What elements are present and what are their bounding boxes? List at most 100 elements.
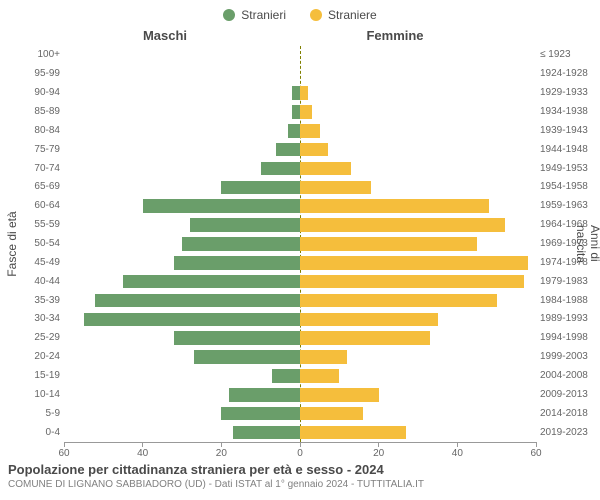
bar-male-7 bbox=[221, 181, 300, 195]
bar-female-12 bbox=[300, 275, 524, 289]
x-tick-label-0: 60 bbox=[58, 448, 69, 459]
legend-label-0: Stranieri bbox=[241, 8, 286, 22]
birth-label-10: 1969-1973 bbox=[540, 238, 588, 249]
bar-female-19 bbox=[300, 407, 363, 421]
x-tick-label-1: 40 bbox=[137, 448, 148, 459]
birth-label-20: 2019-2023 bbox=[540, 427, 588, 438]
bar-female-13 bbox=[300, 294, 497, 308]
bar-female-15 bbox=[300, 331, 430, 345]
x-tick-2 bbox=[221, 442, 222, 447]
bar-male-14 bbox=[84, 313, 300, 327]
age-label-7: 65-69 bbox=[34, 181, 60, 192]
header-femmine: Femmine bbox=[366, 28, 423, 43]
birth-label-0: ≤ 1923 bbox=[540, 49, 571, 60]
birth-label-8: 1959-1963 bbox=[540, 200, 588, 211]
birth-label-12: 1979-1983 bbox=[540, 276, 588, 287]
legend-swatch-1 bbox=[310, 9, 322, 21]
footer: Popolazione per cittadinanza straniera p… bbox=[8, 462, 424, 490]
age-label-4: 80-84 bbox=[34, 125, 60, 136]
birth-label-14: 1989-1993 bbox=[540, 313, 588, 324]
age-label-19: 5-9 bbox=[46, 408, 60, 419]
age-label-3: 85-89 bbox=[34, 106, 60, 117]
bar-male-4 bbox=[288, 124, 300, 138]
birth-label-15: 1994-1998 bbox=[540, 332, 588, 343]
bar-male-13 bbox=[95, 294, 300, 308]
legend-swatch-0 bbox=[223, 9, 235, 21]
x-tick-4 bbox=[378, 442, 379, 447]
bar-male-11 bbox=[174, 256, 300, 270]
age-label-10: 50-54 bbox=[34, 238, 60, 249]
birth-label-1: 1924-1928 bbox=[540, 68, 588, 79]
bar-male-3 bbox=[292, 105, 300, 119]
age-label-9: 55-59 bbox=[34, 219, 60, 230]
age-label-15: 25-29 bbox=[34, 332, 60, 343]
age-label-12: 40-44 bbox=[34, 276, 60, 287]
bar-male-10 bbox=[182, 237, 300, 251]
bar-female-18 bbox=[300, 388, 379, 402]
birth-label-5: 1944-1948 bbox=[540, 144, 588, 155]
bar-female-9 bbox=[300, 218, 505, 232]
x-tick-label-5: 40 bbox=[452, 448, 463, 459]
x-tick-label-2: 20 bbox=[216, 448, 227, 459]
age-label-1: 95-99 bbox=[34, 68, 60, 79]
age-label-0: 100+ bbox=[37, 49, 60, 60]
bar-female-16 bbox=[300, 350, 347, 364]
age-label-18: 10-14 bbox=[34, 389, 60, 400]
birth-label-19: 2014-2018 bbox=[540, 408, 588, 419]
population-pyramid-chart: Stranieri Straniere Maschi Femmine 60 40 20 0 20… bbox=[0, 0, 600, 500]
bar-male-5 bbox=[276, 143, 300, 157]
x-tick-1 bbox=[142, 442, 143, 447]
chart-source: COMUNE DI LIGNANO SABBIADORO (UD) - Dati… bbox=[8, 479, 424, 490]
x-tick-6 bbox=[536, 442, 537, 447]
bar-male-9 bbox=[190, 218, 300, 232]
age-label-6: 70-74 bbox=[34, 163, 60, 174]
x-tick-label-4: 20 bbox=[373, 448, 384, 459]
legend-item-0: Stranieri bbox=[223, 8, 286, 22]
x-tick-0 bbox=[64, 442, 65, 447]
bar-female-8 bbox=[300, 199, 489, 213]
bar-female-11 bbox=[300, 256, 528, 270]
legend: Stranieri Straniere bbox=[0, 6, 600, 24]
age-label-2: 90-94 bbox=[34, 87, 60, 98]
age-label-8: 60-64 bbox=[34, 200, 60, 211]
bar-female-4 bbox=[300, 124, 320, 138]
x-tick-label-3: 0 bbox=[297, 448, 303, 459]
bar-female-2 bbox=[300, 86, 308, 100]
age-label-14: 30-34 bbox=[34, 313, 60, 324]
bar-female-10 bbox=[300, 237, 477, 251]
birth-label-6: 1949-1953 bbox=[540, 163, 588, 174]
bar-female-20 bbox=[300, 426, 406, 440]
birth-label-17: 2004-2008 bbox=[540, 370, 588, 381]
bar-female-7 bbox=[300, 181, 371, 195]
birth-label-3: 1934-1938 bbox=[540, 106, 588, 117]
bar-male-17 bbox=[272, 369, 300, 383]
birth-label-7: 1954-1958 bbox=[540, 181, 588, 192]
x-tick-label-6: 60 bbox=[530, 448, 541, 459]
bar-female-6 bbox=[300, 162, 351, 176]
legend-item-1: Straniere bbox=[310, 8, 377, 22]
header-maschi: Maschi bbox=[143, 28, 187, 43]
age-label-20: 0-4 bbox=[46, 427, 60, 438]
legend-label-1: Straniere bbox=[328, 8, 377, 22]
y-axis-title-left: Fasce di età bbox=[5, 211, 19, 276]
birth-label-9: 1964-1968 bbox=[540, 219, 588, 230]
bar-male-8 bbox=[143, 199, 300, 213]
bar-male-19 bbox=[221, 407, 300, 421]
age-label-16: 20-24 bbox=[34, 351, 60, 362]
birth-label-18: 2009-2013 bbox=[540, 389, 588, 400]
bar-female-14 bbox=[300, 313, 438, 327]
bar-male-6 bbox=[261, 162, 300, 176]
x-tick-5 bbox=[457, 442, 458, 447]
bar-male-15 bbox=[174, 331, 300, 345]
chart-title: Popolazione per cittadinanza straniera p… bbox=[8, 462, 424, 477]
birth-label-11: 1974-1978 bbox=[540, 257, 588, 268]
birth-label-4: 1939-1943 bbox=[540, 125, 588, 136]
bar-female-17 bbox=[300, 369, 339, 383]
bar-female-5 bbox=[300, 143, 328, 157]
age-label-13: 35-39 bbox=[34, 295, 60, 306]
bar-male-12 bbox=[123, 275, 300, 289]
x-tick-3 bbox=[300, 442, 301, 447]
bar-male-2 bbox=[292, 86, 300, 100]
bar-male-16 bbox=[194, 350, 300, 364]
birth-label-13: 1984-1988 bbox=[540, 295, 588, 306]
